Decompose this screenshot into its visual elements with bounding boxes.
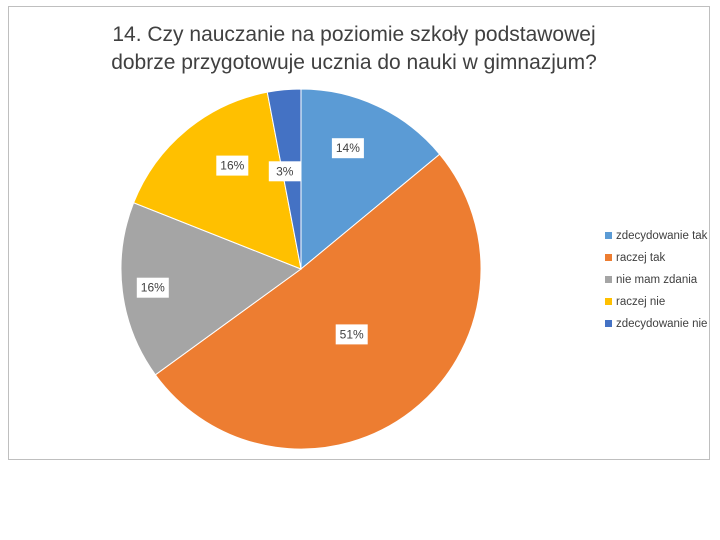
chart-title: 14. Czy nauczanie na poziomie szkoły pod… [9,21,699,77]
data-label-box-4 [268,161,301,182]
legend-item-2: nie mam zdania [605,271,717,293]
data-label-3: 16% [220,159,244,173]
legend-label-1: raczej tak [616,252,666,264]
legend: zdecydowanie tak raczej tak nie mam zdania… [605,227,717,337]
data-label-2: 16% [141,281,165,295]
legend-swatch-3 [605,298,612,305]
legend-swatch-1 [605,254,612,261]
pie-slice-0 [300,88,441,271]
legend-label-0: zdecydowanie tak [616,230,708,242]
legend-swatch-0 [605,232,612,239]
legend-label-4: zdecydowanie nie [616,318,708,330]
legend-label-2: nie mam zdania [616,274,698,286]
legend-label-3: raczej nie [616,296,666,308]
data-label-box-0 [331,138,364,159]
legend-item-3: raczej nie [605,293,717,315]
legend-item-1: raczej tak [605,249,717,271]
pie-chart: 14% 51% 16% 16% 3% [120,88,482,450]
legend-swatch-4 [605,320,612,327]
data-label-box-1 [335,324,368,345]
data-label-4: 3% [276,164,294,178]
chart-title-line-1: 14. Czy nauczanie na poziomie szkoły pod… [112,23,596,46]
data-label-box-3 [216,155,249,176]
pie-slice-1 [154,153,482,450]
legend-swatch-2 [605,276,612,283]
legend-item-4: zdecydowanie nie [605,315,717,337]
data-label-0: 14% [336,141,360,155]
pie-slice-3 [132,91,302,270]
pie-slice-2 [120,202,303,376]
chart-frame: 14. Czy nauczanie na poziomie szkoły pod… [8,6,710,460]
data-label-box-2 [136,277,169,298]
data-label-1: 51% [340,327,364,341]
legend-item-0: zdecydowanie tak [605,227,717,249]
chart-title-line-2: dobrze przygotowuje ucznia do nauki w gi… [111,51,597,74]
